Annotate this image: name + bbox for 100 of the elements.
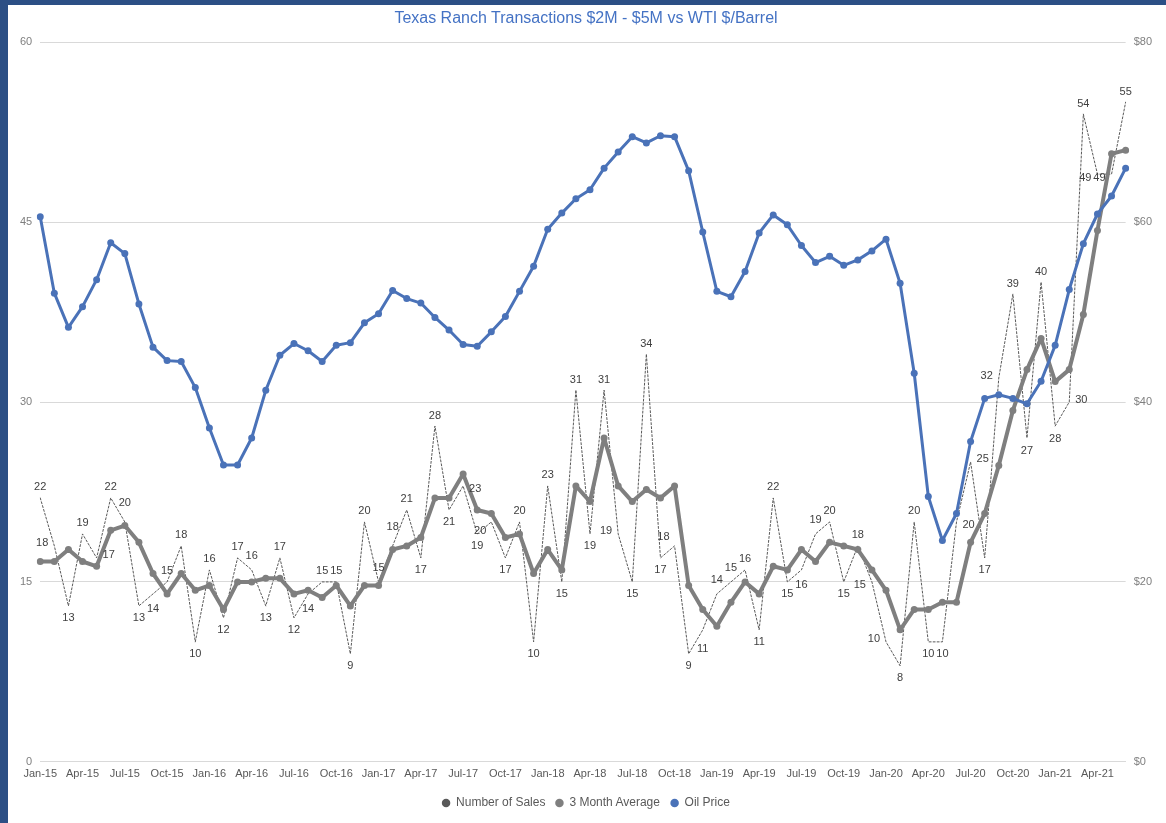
x-tick-label: Apr-19 [742,767,776,780]
data-label: 20 [823,504,836,517]
x-tick-label: Apr-16 [235,767,269,780]
data-label: 20 [962,518,975,531]
x-tick-label: Jan-19 [700,767,734,780]
data-label: 28 [428,408,442,421]
data-label: 11 [697,642,709,655]
data-label: 28 [1049,431,1062,444]
legend-label: Oil Price [684,795,731,810]
data-label: 17 [102,548,115,561]
data-label: 15 [316,564,329,577]
data-label: 13 [62,611,75,624]
data-label: 15 [160,564,174,577]
y-tick-label: 15 [19,574,33,587]
data-label: 18 [386,520,399,533]
y2-tick-label: $80 [1133,35,1153,48]
data-label: 20 [118,496,131,509]
y2-tick-label: $40 [1133,395,1153,408]
data-label: 20 [474,524,487,537]
y2-tick-label: $60 [1133,215,1153,228]
data-label: 14 [146,602,160,615]
y2-tick-label: $0 [1133,754,1146,767]
x-tick-label: Apr-21 [1080,767,1114,780]
data-label: 18 [36,536,49,549]
x-tick-label: Apr-20 [911,767,945,780]
x-tick-label: Apr-17 [404,767,438,780]
data-label: 15 [555,587,568,600]
x-tick-label: Oct-16 [319,767,353,780]
legend-label: Number of Sales [456,795,546,810]
data-label: 15 [853,578,866,591]
y-tick-label: 45 [19,215,33,228]
data-label: 12 [217,623,230,636]
legend-label: 3 Month Average [569,795,661,810]
data-label: 17 [273,540,286,553]
x-tick-label: Apr-15 [66,767,100,780]
data-label: 27 [1020,443,1034,456]
chart-title: Texas Ranch Transactions $2M - $5M vs WTI $/Barrel [394,9,778,27]
x-tick-label: Jan-21 [1038,767,1072,780]
y-tick-label: 60 [19,35,33,48]
data-label: 17 [654,563,667,576]
y2-tick-label: $20 [1133,574,1153,587]
data-label: 23 [541,468,554,481]
data-label: 22 [34,480,47,493]
data-label: 15 [724,561,738,574]
data-label: 19 [599,524,613,537]
data-label: 15 [330,564,343,577]
data-label: 30 [1075,392,1088,405]
data-label: 14 [301,602,315,615]
data-label: 21 [400,492,413,505]
x-tick-label: Jul-16 [278,767,309,780]
x-tick-label: Jan-18 [530,767,565,780]
data-label: 17 [231,540,244,553]
data-label: 49 [1079,170,1092,183]
data-label: 40 [1034,264,1048,277]
data-label: 22 [104,480,117,493]
data-label: 10 [922,647,935,660]
y-tick-label: 0 [26,754,33,767]
data-label: 10 [189,647,202,660]
data-label: 32 [980,368,993,381]
data-label: 34 [640,336,653,349]
data-label: 19 [76,516,89,529]
x-tick-label: Jul-20 [955,767,986,780]
data-label: 20 [513,504,526,517]
data-label: 10 [936,647,949,660]
data-label: 54 [1077,96,1090,109]
x-tick-label: Jan-20 [869,767,903,780]
data-label: 13 [132,611,146,624]
data-label: 19 [471,539,484,552]
x-tick-label: Jan-17 [361,767,396,780]
y-tick-label: 30 [19,395,33,408]
data-label: 8 [897,671,904,684]
data-label: 15 [626,587,639,600]
data-label: 49 [1093,170,1106,183]
x-tick-label: Oct-18 [658,767,692,780]
data-label: 19 [583,539,597,552]
data-label: 17 [978,563,991,576]
data-label: 19 [809,513,822,526]
data-label: 15 [372,561,385,574]
data-label: 16 [738,552,752,565]
data-label: 18 [175,528,188,541]
data-label: 11 [753,635,765,648]
data-label: 17 [499,563,512,576]
data-label: 55 [1119,84,1132,97]
data-label: 25 [976,452,989,465]
data-label: 16 [795,578,808,591]
data-label: 16 [203,552,216,565]
data-label: 22 [767,480,780,493]
data-label: 10 [867,632,881,645]
data-label: 10 [527,647,540,660]
x-tick-label: Jan-15 [23,767,58,780]
data-label: 18 [851,528,864,541]
data-label: 20 [358,504,371,517]
x-tick-label: Oct-19 [827,767,861,780]
data-label: 31 [597,372,611,385]
x-tick-label: Jul-18 [617,767,648,780]
data-label: 21 [442,515,456,528]
data-label: 20 [908,504,921,517]
x-tick-label: Apr-18 [573,767,607,780]
data-label: 39 [1006,276,1019,289]
data-label: 9 [685,659,692,672]
